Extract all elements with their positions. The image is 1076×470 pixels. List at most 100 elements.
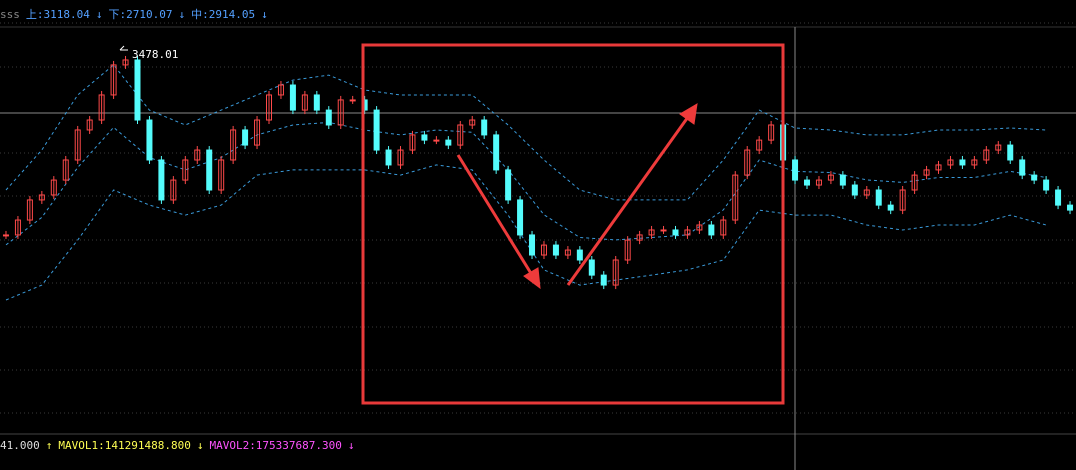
volume-label: MAVOL1:141291488.800 (58, 439, 191, 452)
candle-body (1043, 179, 1050, 191)
candle-body (301, 94, 308, 111)
indicator-label: ↓ (261, 8, 268, 21)
candle-body (899, 189, 906, 211)
volume-label: ↓ (347, 439, 355, 452)
volume-label: MAVOL2:175337687.300 (209, 439, 342, 452)
candle-body (397, 149, 404, 166)
volume-label: 41.000 (0, 439, 40, 452)
candle-body (887, 204, 894, 211)
indicator-label: ↓ (178, 8, 186, 21)
highlight-box (361, 43, 785, 405)
candle-body (959, 159, 966, 166)
candle-body (672, 229, 679, 236)
candle-body (182, 159, 189, 181)
candle-body (684, 229, 691, 236)
candle-body (433, 139, 440, 142)
indicator-label: 上:3118.04 (25, 8, 90, 21)
candle-body (517, 199, 524, 236)
candle-body (600, 274, 607, 286)
candle-body (146, 119, 153, 161)
band-line (5, 164, 1047, 301)
candle-body (242, 129, 249, 146)
candle-body (505, 169, 512, 201)
candle-body (266, 94, 272, 121)
candle-body (38, 194, 45, 201)
candle-body (839, 174, 846, 186)
peak-marker (119, 45, 128, 51)
candle-body (815, 179, 822, 186)
candle-body (230, 129, 237, 161)
candle-body (1007, 144, 1014, 161)
candle-body (983, 149, 990, 161)
indicator-label: 中:2914.05 (191, 8, 256, 21)
candle-body (612, 259, 619, 286)
candle-body (26, 199, 33, 221)
candle-body (1019, 159, 1026, 176)
candle-body (409, 134, 416, 151)
candle-body (313, 94, 320, 111)
candle-body (86, 119, 93, 131)
candle-body (289, 84, 296, 111)
candle-body (421, 134, 428, 141)
arrows (456, 103, 698, 290)
candle-body (971, 159, 978, 166)
indicator-label: 下:2710.07 (108, 8, 173, 21)
candle-body (911, 174, 918, 191)
candle-body (576, 249, 583, 261)
candle-body (995, 144, 1002, 151)
candle-body (206, 149, 213, 191)
candle-body (110, 64, 117, 96)
candle-body (851, 184, 858, 196)
candle-body (481, 119, 488, 136)
candle-body (445, 139, 452, 146)
candle-body (588, 259, 595, 276)
candle-body (875, 189, 882, 206)
candle-body (540, 244, 547, 256)
candle-body (385, 149, 392, 166)
candle-body (1031, 174, 1038, 181)
candle-body (1055, 189, 1062, 206)
candle-body (469, 119, 476, 126)
candle-body (349, 99, 356, 102)
candle-body (564, 249, 571, 256)
candle-body (62, 159, 69, 181)
candle-body (947, 159, 954, 166)
candle-body (277, 84, 284, 96)
candle-body (624, 239, 631, 261)
candle-body (50, 179, 57, 196)
candle-body (325, 109, 332, 126)
candle-body (74, 129, 81, 161)
candle-body (792, 159, 799, 181)
candle-body (935, 164, 942, 171)
candle-body (732, 174, 739, 221)
candle-body (744, 149, 751, 176)
candle-body (660, 229, 667, 232)
candle-body (696, 224, 703, 231)
candle-body (457, 124, 464, 146)
plot (2, 55, 1074, 301)
candle-body (923, 169, 930, 176)
volume-label: ↓ (196, 439, 204, 452)
candle-body (254, 119, 261, 146)
candle-body (552, 244, 559, 256)
candle-body (337, 99, 344, 126)
candle-body (194, 149, 201, 161)
candle-body (804, 179, 810, 186)
candle-body (14, 219, 21, 236)
candle-body (98, 94, 105, 121)
candle-body (636, 234, 643, 241)
candle-body (756, 139, 763, 151)
candle-body (863, 189, 870, 196)
candle-body (122, 59, 129, 66)
candle-body (218, 159, 225, 191)
volume-label: ↑ (45, 439, 53, 452)
candle-body (708, 224, 715, 236)
candle-body (529, 234, 536, 256)
candle-body (373, 109, 380, 151)
indicator-header: sss 上:3118.04 ↓ 下:2710.07 ↓ 中:2914.05 ↓ (0, 6, 268, 24)
candle-body (158, 159, 165, 201)
volume-header: 41.000 ↑ MAVOL1:141291488.800 ↓ MAVOL2:17533… (0, 437, 355, 455)
grid (0, 22, 1076, 414)
candle-body (134, 59, 141, 121)
